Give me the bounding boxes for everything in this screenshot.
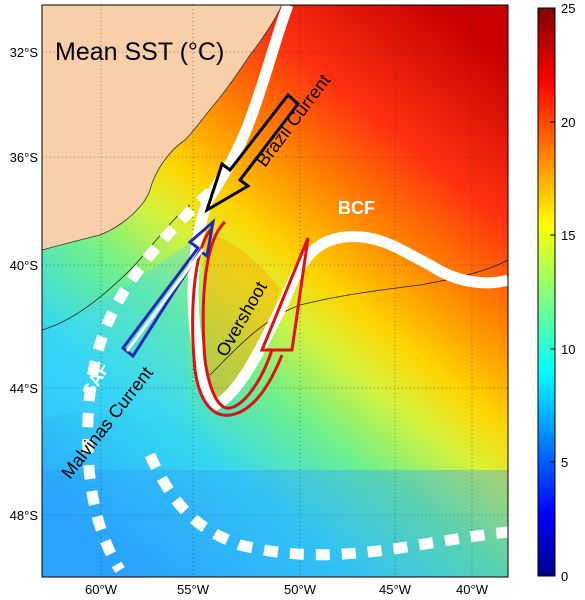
lon-axis: 60°W 55°W 50°W 45°W 40°W bbox=[85, 582, 489, 597]
overshoot-arrow bbox=[191, 220, 310, 417]
lat-tick-label: 36°S bbox=[10, 150, 39, 165]
map-border bbox=[41, 4, 509, 578]
lon-tick-label: 45°W bbox=[379, 582, 412, 597]
malvinas-current-arrow bbox=[120, 218, 216, 359]
map-title: Mean SST (°C) bbox=[55, 38, 224, 66]
saf-front-line bbox=[82, 187, 508, 573]
isobath-line bbox=[42, 204, 508, 376]
lat-tick-label: 40°S bbox=[10, 258, 39, 273]
colorbar-tick-label: 10 bbox=[561, 342, 575, 357]
lat-axis: 32°S 36°S 40°S 44°S 48°S bbox=[10, 45, 39, 523]
lon-tick-label: 60°W bbox=[85, 582, 118, 597]
lon-tick-label: 40°W bbox=[456, 582, 489, 597]
warm-tongue bbox=[203, 230, 280, 405]
colorbar-tick-label: 20 bbox=[561, 115, 575, 130]
brazil-current-arrow bbox=[204, 92, 301, 214]
lon-tick-label: 55°W bbox=[177, 582, 210, 597]
colorbar-tick-label: 15 bbox=[561, 228, 575, 243]
lat-tick-label: 32°S bbox=[10, 45, 39, 60]
land-south-america bbox=[42, 5, 283, 251]
colorbar: 0 5 10 15 20 25 bbox=[537, 1, 575, 584]
colorbar-scale bbox=[537, 7, 556, 577]
colorbar-tick-label: 25 bbox=[561, 1, 575, 16]
cold-plume bbox=[42, 235, 200, 423]
label-bcf: BCF bbox=[338, 198, 375, 218]
colorbar-tick-label: 0 bbox=[561, 569, 568, 584]
cold-south bbox=[42, 470, 508, 577]
lon-tick-label: 50°W bbox=[284, 582, 317, 597]
colorbar-tick-label: 5 bbox=[561, 455, 568, 470]
brazil-current-front bbox=[187, 5, 508, 412]
lat-tick-label: 44°S bbox=[10, 381, 39, 396]
lat-tick-label: 48°S bbox=[10, 508, 39, 523]
map-panel: Mean SST (°C) Brazil Current BCF Oversho… bbox=[42, 5, 508, 577]
